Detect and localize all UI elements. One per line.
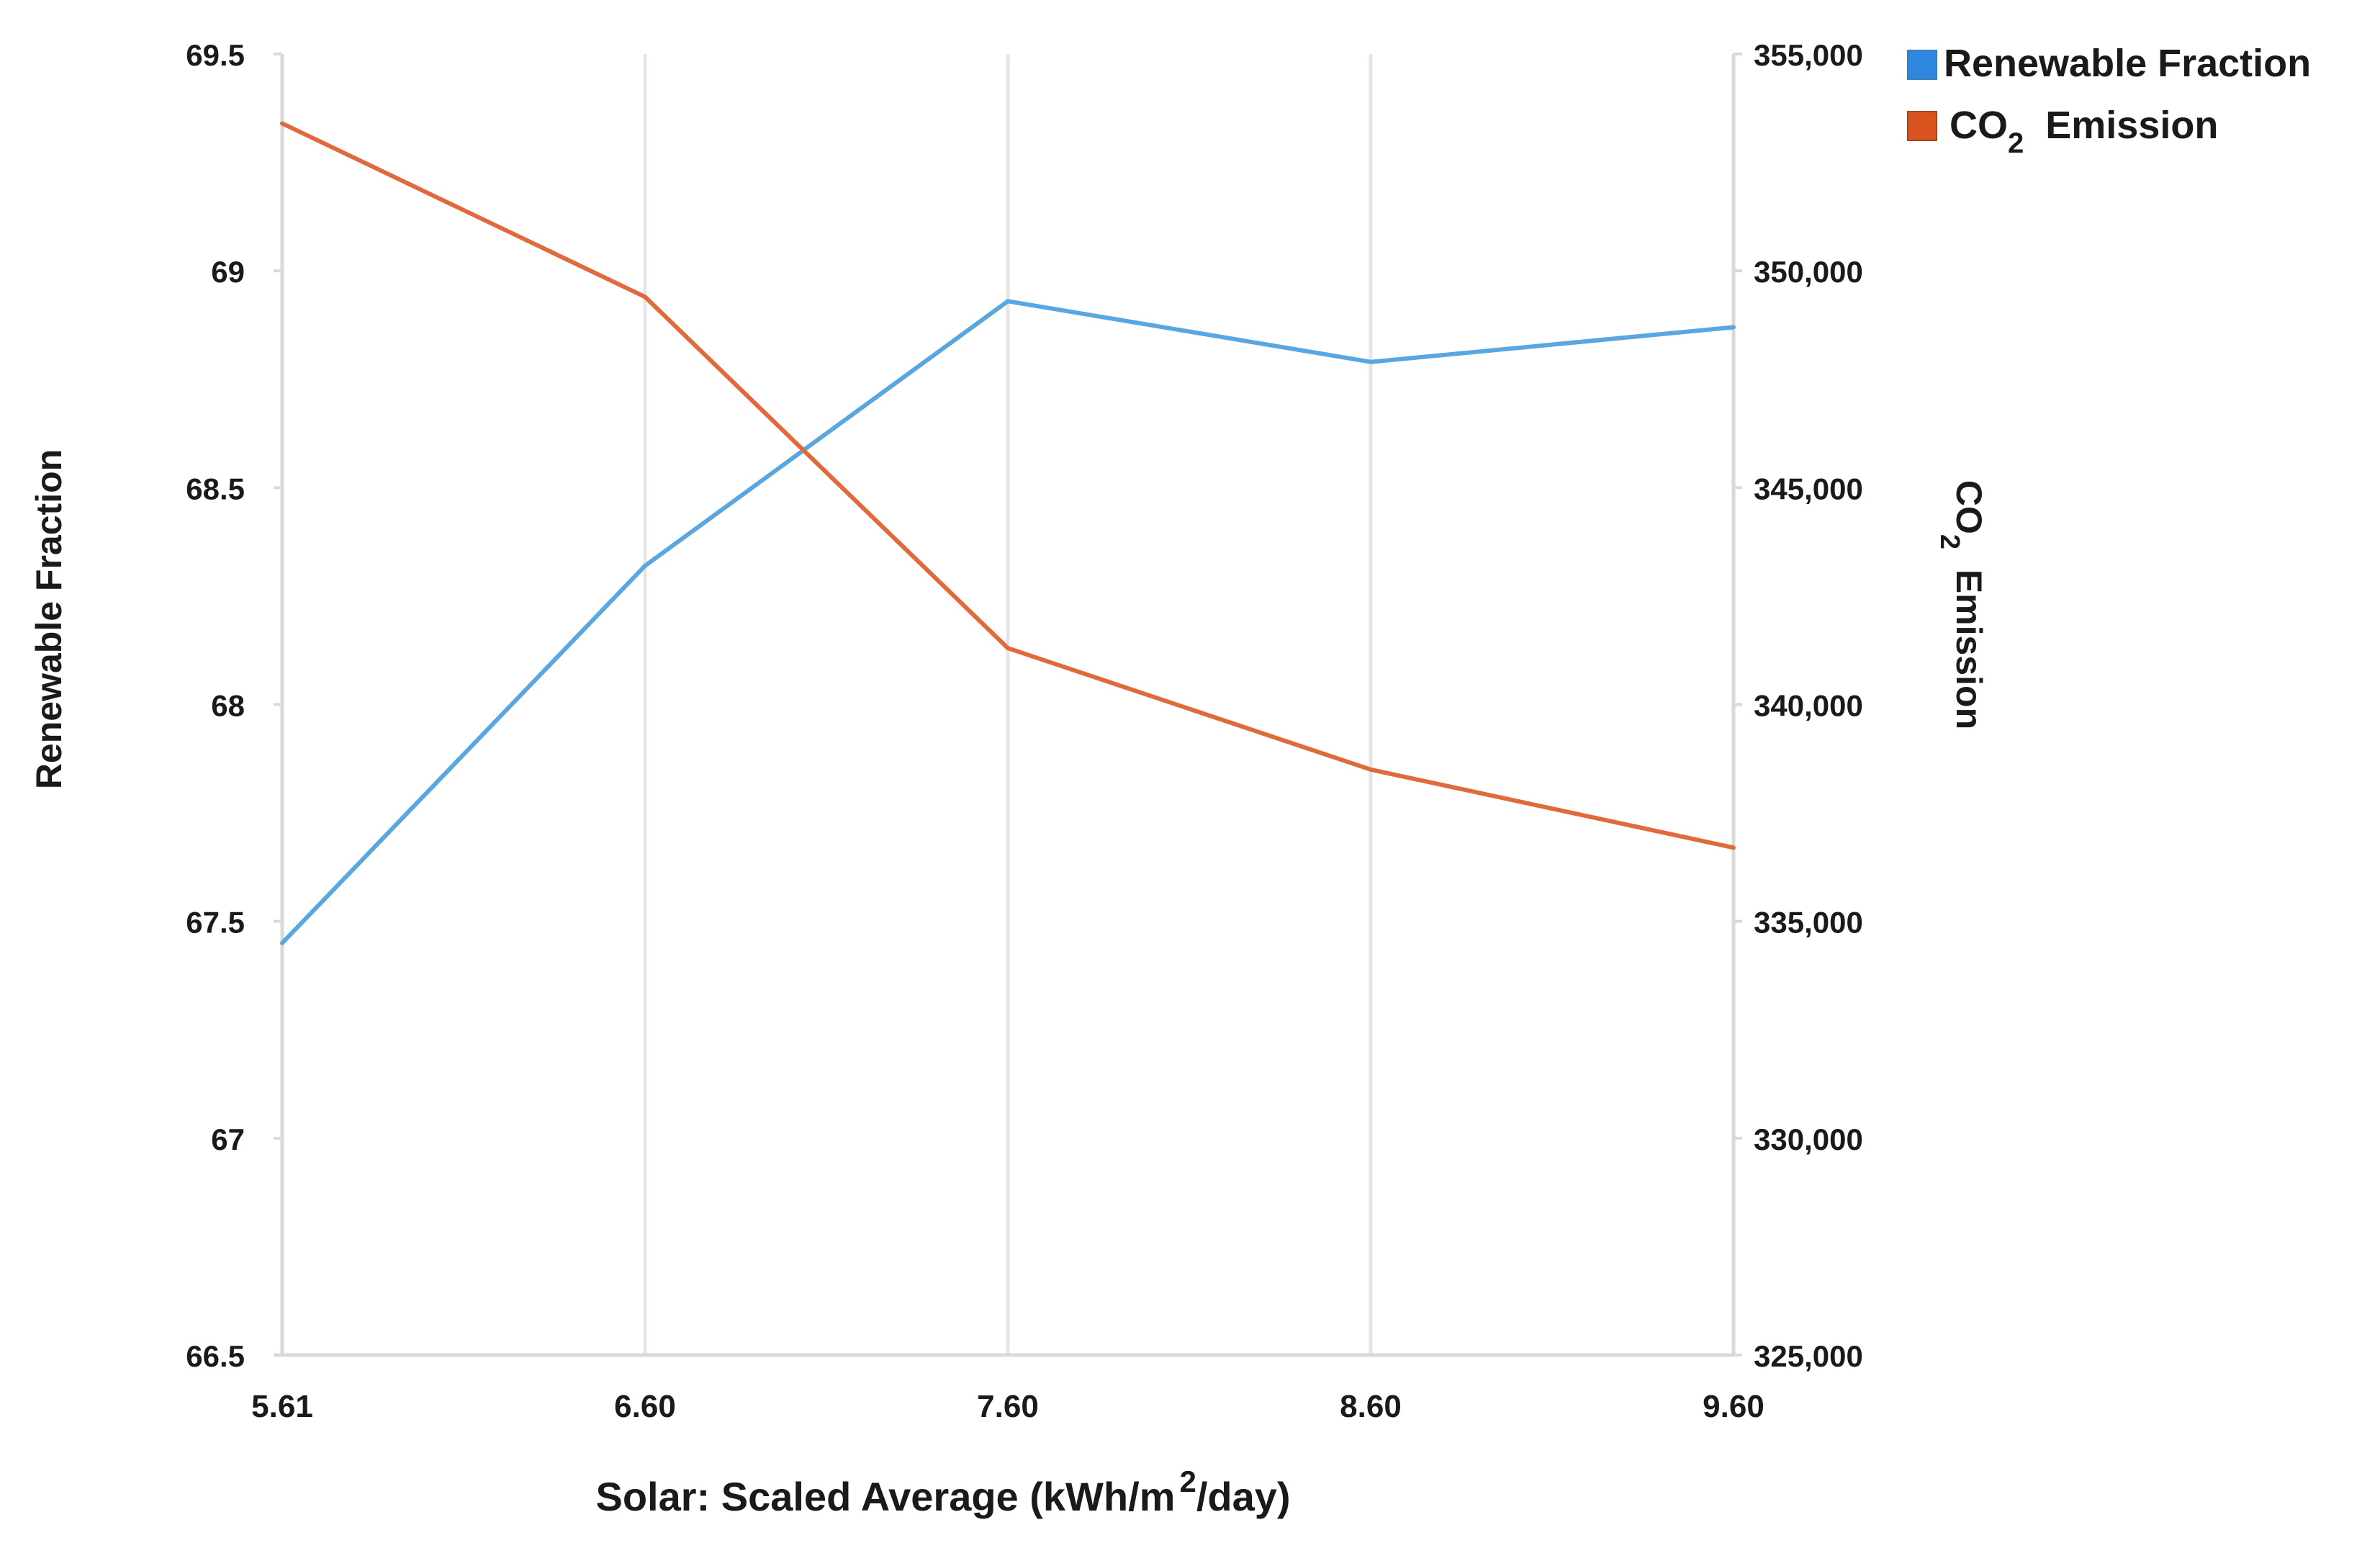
y-right-axis-title: CO2 Emission [1934,480,1989,729]
y-left-tick-label: 66.5 [186,1339,245,1373]
axes [274,53,1742,1357]
y-right-tick-label: 335,000 [1754,906,1863,940]
y-right-tick-label: 330,000 [1754,1122,1863,1156]
y-left-tick-label: 69 [211,255,245,289]
grid-lines [643,54,1373,1355]
legend: Renewable Fraction CO2 Emission [1907,42,2311,159]
legend-swatch-renewable [1907,50,1937,80]
y-right-tick-label: 350,000 [1754,255,1863,289]
legend-label-co2: CO2 Emission [1949,104,2218,159]
series-lines [280,121,1736,945]
series-line-renewable-fraction [280,299,1736,945]
y-left-tick-label: 67 [211,1122,245,1156]
y-right-tick-label: 340,000 [1754,689,1863,723]
y-left-tick-label: 69.5 [186,38,245,72]
x-tick-label: 5.61 [251,1389,313,1424]
legend-label-renewable: Renewable Fraction [1944,42,2311,85]
legend-swatch-co2 [1907,111,1937,141]
y-left-tick-label: 68 [211,689,245,723]
y-right-tick-label: 345,000 [1754,472,1863,505]
x-axis-title: Solar: Scaled Average (kWh/m 2/day) [595,1464,1290,1519]
y-left-axis-title: Renewable Fraction [29,449,69,789]
y-right-tick-label: 355,000 [1754,38,1863,72]
x-tick-label: 7.60 [977,1389,1039,1424]
x-tick-label: 6.60 [614,1389,676,1424]
y-right-tick-label: 325,000 [1754,1339,1863,1373]
y-left-tick-label: 67.5 [186,906,245,940]
series-line-co2-emission [280,121,1736,850]
tick-labels: 66.5 67 67.5 68 68.5 69 69.5 325,000 330,000 335,… [186,38,1863,1424]
x-tick-label: 9.60 [1703,1389,1764,1424]
x-tick-label: 8.60 [1340,1389,1402,1424]
y-left-tick-label: 68.5 [186,472,245,505]
